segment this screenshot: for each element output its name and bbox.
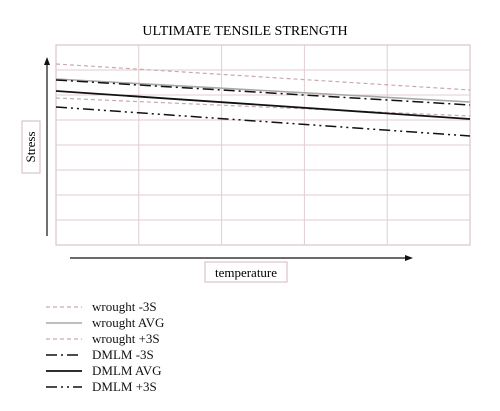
svg-text:Stress: Stress — [23, 131, 38, 162]
x-axis-arrow — [70, 255, 413, 261]
legend-item: wrought AVG — [44, 315, 284, 331]
y-axis-arrow — [44, 57, 50, 236]
legend-label: wrought -3S — [92, 299, 157, 314]
plot-area — [55, 44, 471, 246]
svg-text:temperature: temperature — [215, 265, 277, 280]
series-line-1 — [55, 78, 471, 103]
chart-title: ULTIMATE TENSILE STRENGTH — [142, 24, 347, 39]
grid — [56, 45, 470, 245]
series-line-0 — [55, 97, 471, 117]
legend-item: DMLM -3S — [44, 347, 284, 363]
legend-swatch — [46, 370, 82, 372]
legend-label: wrought AVG — [92, 315, 165, 330]
legend-swatch — [46, 322, 82, 324]
series-line-3 — [55, 79, 471, 106]
series-line-2 — [55, 63, 471, 91]
legend-item: wrought -3S — [44, 299, 284, 315]
chart: ULTIMATE TENSILE STRENGTH Stress tempera… — [21, 24, 471, 283]
legend-item: wrought +3S — [44, 331, 284, 347]
series-line-5 — [55, 106, 471, 137]
series-lines — [55, 63, 471, 137]
legend-swatch — [46, 354, 82, 356]
series-line-4 — [55, 90, 471, 120]
legend-swatch — [46, 338, 82, 340]
legend-item: DMLM +3S — [44, 379, 284, 395]
x-axis-label: temperature — [204, 261, 288, 283]
legend-swatch — [46, 386, 82, 388]
legend-label: DMLM +3S — [92, 379, 157, 394]
legend-label: DMLM -3S — [92, 347, 154, 362]
legend: wrought -3S wrought AVG wrought +3S DMLM -3… — [44, 299, 284, 395]
legend-swatch — [46, 306, 82, 308]
legend-label: DMLM AVG — [92, 363, 162, 378]
legend-item: DMLM AVG — [44, 363, 284, 379]
legend-label: wrought +3S — [92, 331, 160, 346]
y-axis-label: Stress — [21, 120, 41, 174]
